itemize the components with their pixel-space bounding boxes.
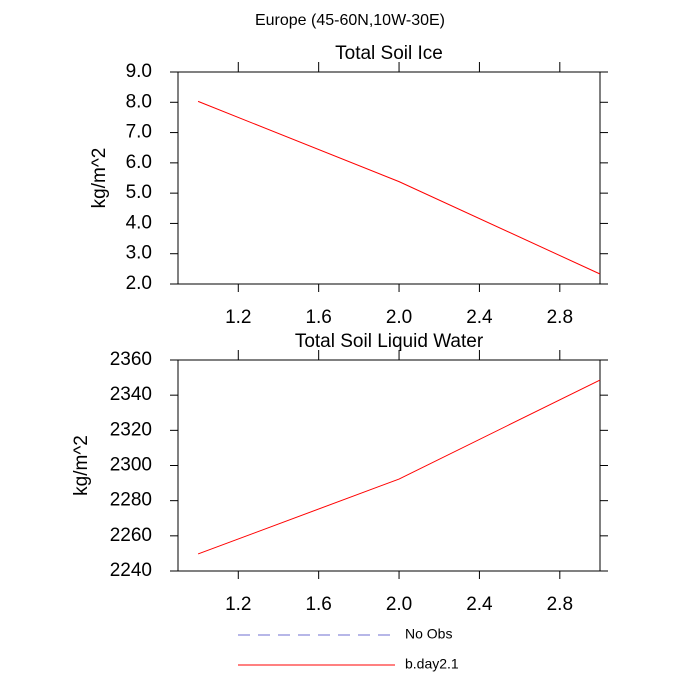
y-tick-label: 6.0 — [126, 152, 152, 173]
y-tick-label: 2360 — [110, 349, 152, 370]
x-tick-label: 2.4 — [466, 594, 493, 615]
chart-title: Total Soil Liquid Water — [295, 331, 484, 352]
chart-title: Total Soil Ice — [335, 43, 443, 64]
y-axis-label: kg/m^2 — [71, 435, 92, 496]
x-tick-label: 1.6 — [305, 307, 331, 328]
y-tick-label: 3.0 — [126, 243, 152, 264]
x-tick-label: 1.2 — [225, 594, 251, 615]
x-tick-label: 2.4 — [466, 307, 493, 328]
y-tick-label: 2280 — [110, 490, 152, 511]
x-tick-label: 1.2 — [225, 307, 251, 328]
y-tick-label: 2260 — [110, 525, 152, 546]
plot-frame — [177, 71, 601, 285]
x-tick-label: 2.0 — [386, 307, 412, 328]
legend-label: No Obs — [405, 626, 452, 642]
legend-label: b.day2.1 — [405, 656, 459, 672]
x-tick-label: 2.8 — [547, 307, 573, 328]
y-tick-label: 2340 — [110, 384, 152, 405]
y-tick-label: 2.0 — [126, 273, 152, 294]
y-tick-label: 2240 — [110, 560, 152, 581]
x-tick-label: 2.8 — [547, 594, 573, 615]
data-line — [197, 100, 601, 275]
y-tick-label: 7.0 — [126, 122, 152, 143]
y-tick-label: 2300 — [110, 455, 152, 476]
plot-frame — [177, 359, 601, 572]
x-tick-label: 2.0 — [386, 594, 412, 615]
data-line — [197, 379, 601, 555]
x-tick-label: 1.6 — [305, 594, 331, 615]
y-tick-label: 9.0 — [126, 61, 152, 82]
y-axis-label: kg/m^2 — [89, 148, 110, 209]
y-tick-label: 8.0 — [126, 91, 152, 112]
y-tick-label: 2320 — [110, 419, 152, 440]
y-tick-label: 4.0 — [126, 212, 152, 233]
y-tick-label: 5.0 — [126, 182, 152, 203]
figure-title: Europe (45-60N,10W-30E) — [255, 12, 445, 29]
